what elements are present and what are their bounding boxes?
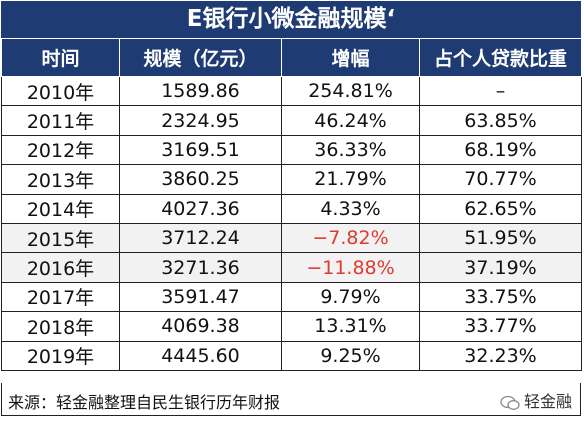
cell-share: 62.65% (419, 193, 582, 224)
cell-year: 2010年 (1, 75, 120, 107)
cell-share: 70.77% (419, 164, 582, 195)
cell-year: 2016年 (1, 252, 120, 283)
data-table: 时间 规模（亿元） 增幅 占个人贷款比重 2010年 1589.86 254.81%… (1, 38, 582, 371)
cell-growth: 13.31% (281, 311, 420, 342)
cell-scale: 4027.36 (119, 193, 282, 224)
cell-growth: 36.33% (281, 134, 420, 166)
cell-scale: 3591.47 (119, 281, 282, 313)
cell-share: 32.23% (419, 340, 582, 371)
cell-share: 51.95% (419, 222, 582, 254)
table-row: 2011年 2324.95 46.24% 63.85% (1, 105, 582, 136)
cell-year: 2014年 (1, 193, 120, 224)
table-row: 2016年 3271.36 −11.88% 37.19% (1, 252, 582, 283)
cell-growth: 21.79% (281, 164, 420, 195)
cell-year: 2017年 (1, 281, 120, 313)
table-title: E银行小微金融规模‘ (1, 1, 581, 38)
cell-scale: 2324.95 (119, 105, 282, 136)
brand-watermark: 轻金融 (500, 388, 572, 412)
cell-growth: −11.88% (281, 252, 420, 283)
table-row: 2010年 1589.86 254.81% – (1, 75, 582, 107)
table-row: 2013年 3860.25 21.79% 70.77% (1, 164, 582, 195)
brand-name: 轻金融 (523, 392, 572, 411)
cell-share: 68.19% (419, 134, 582, 166)
table-row: 2014年 4027.36 4.33% 62.65% (1, 193, 582, 224)
header-scale: 规模（亿元） (119, 38, 282, 77)
table-row: 2015年 3712.24 −7.82% 51.95% (1, 222, 582, 254)
cell-scale: 4445.60 (119, 340, 282, 371)
cell-year: 2019年 (1, 340, 120, 371)
table-row: 2017年 3591.47 9.79% 33.75% (1, 281, 582, 313)
cell-scale: 3712.24 (119, 222, 282, 254)
cell-scale: 4069.38 (119, 311, 282, 342)
cell-year: 2011年 (1, 105, 120, 136)
table-row: 2018年 4069.38 13.31% 33.77% (1, 311, 582, 342)
cell-growth: −7.82% (281, 222, 420, 254)
header-row: 时间 规模（亿元） 增幅 占个人贷款比重 (1, 38, 582, 77)
cell-growth: 46.24% (281, 105, 420, 136)
cell-year: 2018年 (1, 311, 120, 342)
cell-share: – (419, 75, 582, 107)
header-year: 时间 (1, 38, 120, 77)
header-share: 占个人贷款比重 (419, 38, 582, 77)
wechat-icon (500, 395, 520, 410)
cell-growth: 9.79% (281, 281, 420, 313)
source-note: 来源：轻金融整理自民生银行历年财报 (8, 393, 281, 412)
cell-share: 33.75% (419, 281, 582, 313)
header-growth: 增幅 (281, 38, 420, 77)
cell-year: 2013年 (1, 164, 120, 195)
cell-growth: 4.33% (281, 193, 420, 224)
table-row: 2012年 3169.51 36.33% 68.19% (1, 134, 582, 166)
cell-scale: 3860.25 (119, 164, 282, 195)
cell-growth: 9.25% (281, 340, 420, 371)
cell-year: 2012年 (1, 134, 120, 166)
cell-scale: 1589.86 (119, 75, 282, 107)
cell-share: 37.19% (419, 252, 582, 283)
cell-growth: 254.81% (281, 75, 420, 107)
table-row: 2019年 4445.60 9.25% 32.23% (1, 340, 582, 371)
table-footer: 来源：轻金融整理自民生银行历年财报 轻金融 (1, 383, 581, 416)
cell-share: 63.85% (419, 105, 582, 136)
cell-year: 2015年 (1, 222, 120, 254)
cell-share: 33.77% (419, 311, 582, 342)
cell-scale: 3271.36 (119, 252, 282, 283)
cell-scale: 3169.51 (119, 134, 282, 166)
